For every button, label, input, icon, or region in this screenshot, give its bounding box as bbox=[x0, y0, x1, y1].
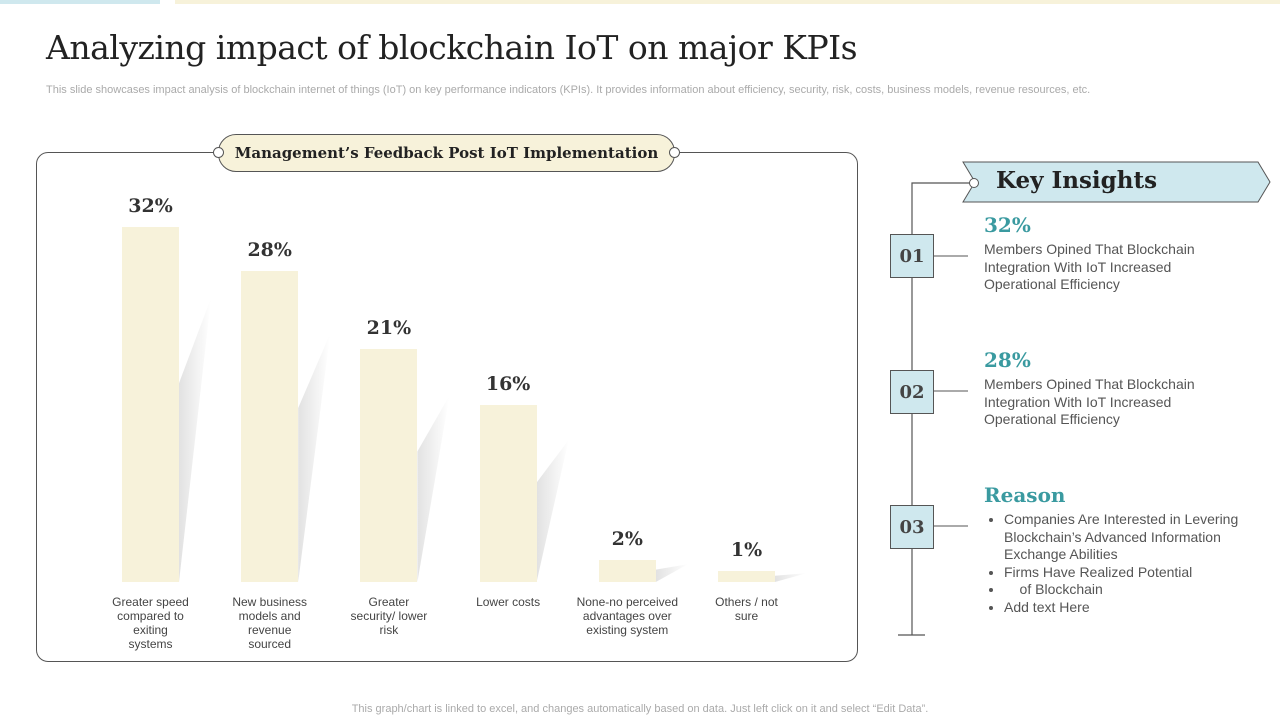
insight-percent-01: 32% bbox=[984, 213, 1031, 237]
key-insights-header: Key Insights bbox=[996, 167, 1158, 194]
category-label: Lower costs bbox=[476, 595, 541, 609]
bar[interactable] bbox=[360, 349, 418, 582]
reason-heading: Reason bbox=[984, 483, 1066, 507]
insight-percent-02: 28% bbox=[984, 348, 1031, 372]
reason-list: Companies Are Interested in Levering Blo… bbox=[984, 511, 1264, 616]
insight-number-03: 03 bbox=[890, 505, 934, 549]
bar[interactable] bbox=[598, 559, 656, 582]
pill-right-dot bbox=[669, 147, 680, 158]
reason-bullet: Firms Have Realized Potential bbox=[1004, 564, 1264, 582]
insight-number-02: 02 bbox=[890, 370, 934, 414]
chart-title: Management’s Feedback Post IoT Implement… bbox=[218, 134, 675, 172]
data-label: 16% bbox=[485, 372, 531, 395]
reason-bullet: of Blockchain bbox=[1004, 581, 1264, 599]
reason-bullet: Companies Are Interested in Levering Blo… bbox=[1004, 511, 1264, 564]
category-label: Greater security/ lower risk bbox=[350, 595, 428, 637]
insight-number-01: 01 bbox=[890, 234, 934, 278]
footer-note: This graph/chart is linked to excel, and… bbox=[351, 703, 929, 715]
reason-bullet: Add text Here bbox=[1004, 599, 1264, 617]
timeline-lines bbox=[898, 161, 1271, 636]
top-accent-cream bbox=[175, 0, 1280, 4]
bar[interactable] bbox=[718, 570, 775, 582]
insight-text-01: Members Opined That Blockchain Integrati… bbox=[984, 241, 1195, 292]
bar[interactable] bbox=[122, 227, 179, 582]
bar-shadow bbox=[775, 573, 807, 582]
page-title: Analyzing impact of blockchain IoT on ma… bbox=[46, 28, 858, 67]
category-label: Greater speed compared to exiting system… bbox=[112, 595, 189, 651]
pill-left-dot bbox=[213, 147, 224, 158]
data-label: 28% bbox=[247, 239, 292, 262]
category-label: Others / not sure bbox=[715, 595, 778, 623]
bar[interactable] bbox=[479, 404, 537, 582]
category-label: None-no perceived advantages over existi… bbox=[576, 595, 678, 637]
category-label: New business models and revenue sourced bbox=[232, 595, 308, 651]
data-label: 1% bbox=[730, 538, 763, 561]
page-subtitle: This slide showcases impact analysis of … bbox=[46, 84, 1091, 96]
data-label: 2% bbox=[611, 527, 643, 550]
top-accent-blue bbox=[0, 0, 160, 4]
insight-text-02: Members Opined That Blockchain Integrati… bbox=[984, 376, 1195, 427]
data-label: 32% bbox=[128, 195, 173, 217]
bar[interactable] bbox=[241, 271, 299, 582]
data-label: 21% bbox=[366, 317, 412, 340]
